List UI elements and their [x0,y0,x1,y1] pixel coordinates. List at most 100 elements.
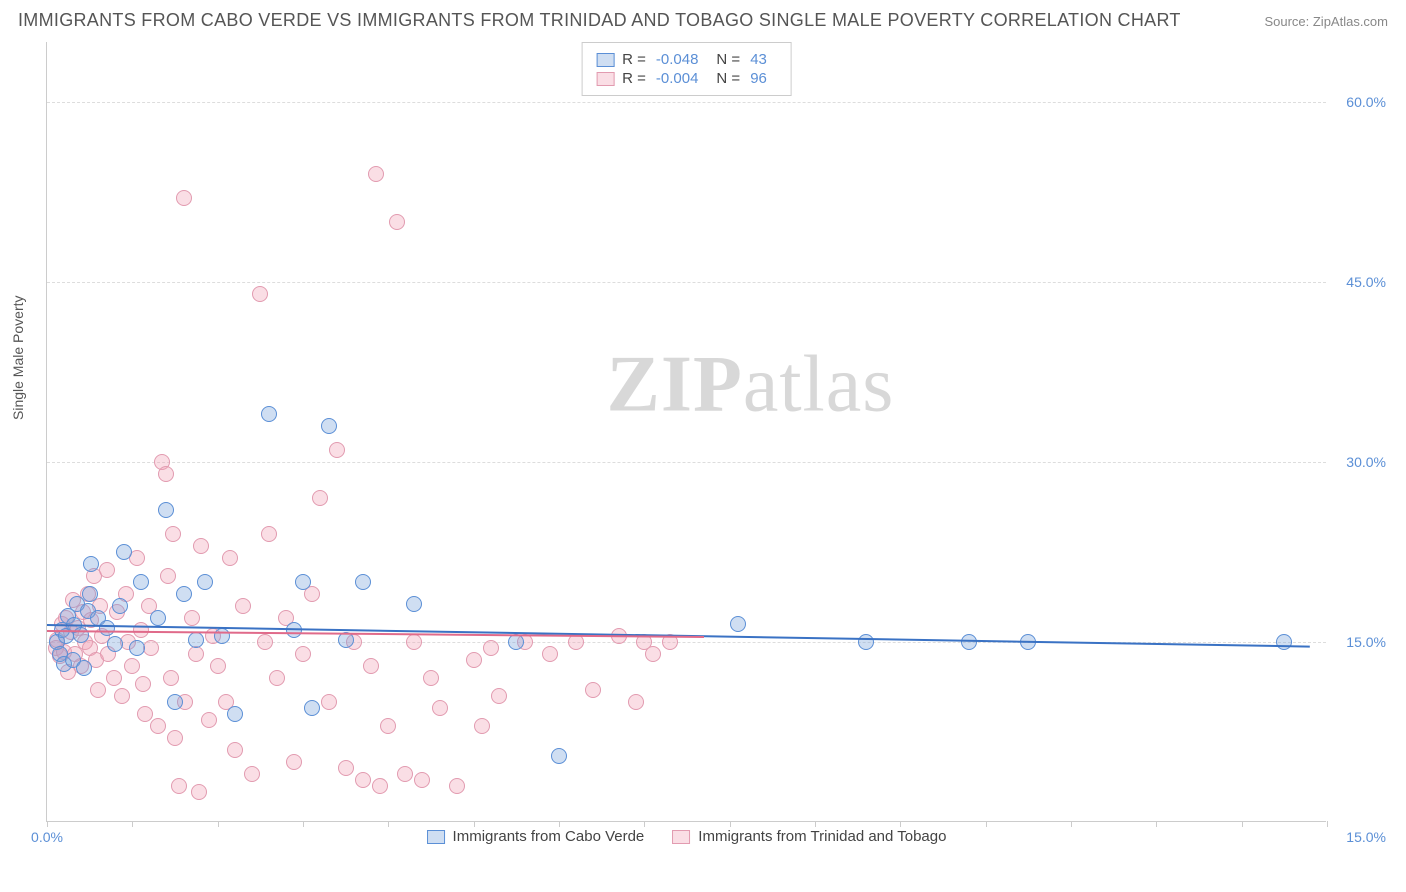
watermark: ZIPatlas [606,339,894,430]
scatter-point-tt [235,598,251,614]
x-minor-tick [559,821,560,827]
chart-source: Source: ZipAtlas.com [1264,14,1388,29]
plot-area: ZIPatlas R = -0.048 N = 43 R = -0.004 N … [46,42,1326,822]
scatter-point-tt [585,682,601,698]
watermark-rest: atlas [743,340,895,428]
x-minor-tick [900,821,901,827]
scatter-point-tt [163,670,179,686]
scatter-point-tt [201,712,217,728]
scatter-point-tt [380,718,396,734]
scatter-point-tt [406,634,422,650]
x-tick-right: 15.0% [1346,829,1386,845]
swatch-cabo [427,830,445,844]
legend-label-tt: Immigrants from Trinidad and Tobago [698,828,946,845]
scatter-point-tt [389,214,405,230]
chart-title: IMMIGRANTS FROM CABO VERDE VS IMMIGRANTS… [18,10,1181,31]
scatter-point-tt [90,682,106,698]
scatter-point-tt [363,658,379,674]
legend-label-cabo: Immigrants from Cabo Verde [453,828,645,845]
scatter-point-cabo [167,694,183,710]
scatter-point-cabo [197,574,213,590]
scatter-point-tt [397,766,413,782]
legend-item-cabo: Immigrants from Cabo Verde [427,828,645,845]
gridline [47,282,1326,283]
scatter-point-cabo [73,627,89,643]
swatch-cabo [596,53,614,67]
scatter-point-tt [158,466,174,482]
scatter-point-tt [542,646,558,662]
legend-r-cabo: -0.048 [656,51,699,68]
scatter-point-cabo [730,616,746,632]
scatter-point-cabo [1276,634,1292,650]
scatter-point-tt [114,688,130,704]
scatter-point-tt [252,286,268,302]
x-minor-tick [388,821,389,827]
x-minor-tick [1156,821,1157,827]
y-tick: 45.0% [1346,274,1386,290]
scatter-point-cabo [261,406,277,422]
scatter-point-tt [368,166,384,182]
scatter-point-tt [222,550,238,566]
scatter-point-tt [257,634,273,650]
scatter-point-tt [184,610,200,626]
legend-n-label: N = [716,51,740,68]
scatter-point-cabo [321,418,337,434]
chart-container: IMMIGRANTS FROM CABO VERDE VS IMMIGRANTS… [0,0,1406,892]
x-minor-tick [218,821,219,827]
scatter-point-tt [295,646,311,662]
scatter-point-cabo [214,628,230,644]
source-prefix: Source: [1264,14,1312,29]
scatter-point-tt [414,772,430,788]
scatter-point-tt [227,742,243,758]
scatter-point-cabo [76,660,92,676]
scatter-point-tt [210,658,226,674]
x-minor-tick [815,821,816,827]
gridline [47,462,1326,463]
x-minor-tick [986,821,987,827]
source-name: ZipAtlas.com [1313,14,1388,29]
scatter-point-tt [143,640,159,656]
scatter-point-tt [160,568,176,584]
scatter-point-tt [449,778,465,794]
scatter-point-tt [150,718,166,734]
legend-r-label: R = [622,70,646,87]
scatter-point-tt [474,718,490,734]
scatter-point-tt [491,688,507,704]
scatter-point-tt [355,772,371,788]
scatter-point-cabo [133,574,149,590]
scatter-point-tt [124,658,140,674]
x-tick-0: 0.0% [31,829,63,845]
scatter-point-cabo [129,640,145,656]
y-axis-label: Single Male Poverty [10,295,26,420]
x-minor-tick [132,821,133,827]
scatter-point-tt [171,778,187,794]
y-tick: 60.0% [1346,94,1386,110]
scatter-point-tt [286,754,302,770]
legend-n-cabo: 43 [750,51,767,68]
scatter-point-cabo [158,502,174,518]
scatter-point-tt [137,706,153,722]
scatter-point-tt [432,700,448,716]
scatter-point-cabo [99,620,115,636]
legend-r-tt: -0.004 [656,70,699,87]
scatter-point-tt [188,646,204,662]
scatter-point-tt [466,652,482,668]
correlation-legend: R = -0.048 N = 43 R = -0.004 N = 96 [581,42,792,96]
scatter-point-tt [193,538,209,554]
scatter-point-cabo [508,634,524,650]
x-minor-tick [1242,821,1243,827]
x-minor-tick [474,821,475,827]
x-minor-tick [1327,821,1328,827]
scatter-point-tt [269,670,285,686]
scatter-point-cabo [304,700,320,716]
watermark-bold: ZIP [606,340,742,428]
scatter-point-tt [165,526,181,542]
scatter-point-tt [338,760,354,776]
scatter-point-tt [191,784,207,800]
scatter-point-cabo [116,544,132,560]
legend-n-tt: 96 [750,70,767,87]
x-minor-tick [644,821,645,827]
scatter-point-cabo [83,556,99,572]
scatter-point-cabo [82,586,98,602]
x-minor-tick [730,821,731,827]
